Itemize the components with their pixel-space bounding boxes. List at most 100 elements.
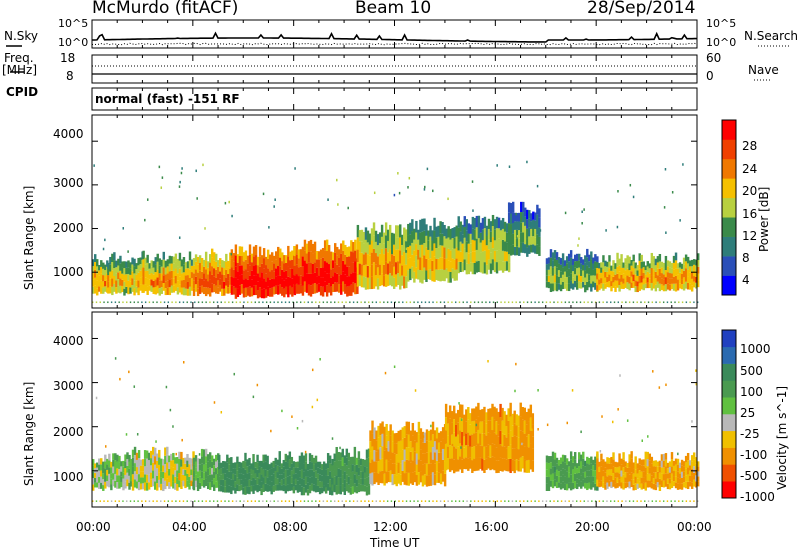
velocity-cell-3 — [218, 476, 221, 485]
velocity-floor — [296, 500, 298, 502]
power-cell-4 — [238, 246, 242, 257]
power-cell-11 — [642, 278, 645, 285]
power-cell-5 — [352, 242, 355, 253]
velocity-cell-4 — [367, 448, 371, 458]
velocity-cell-4 — [359, 478, 363, 485]
velocity-cell-5 — [413, 471, 417, 483]
velocity-cell-1 — [139, 465, 143, 472]
power-cell-11 — [600, 272, 603, 279]
power-cell-6 — [358, 263, 362, 275]
velocity-floor — [519, 500, 521, 502]
power-cell-11 — [636, 286, 639, 293]
velocity-cell-1 — [135, 481, 139, 489]
power-cell-6 — [362, 265, 366, 277]
velocity-cell-3 — [282, 466, 285, 473]
velocity-floor — [432, 500, 434, 502]
velocity-cell-6 — [513, 410, 516, 424]
power-cell-11 — [688, 260, 692, 267]
power-cell-11 — [616, 259, 619, 267]
power-cell-11 — [668, 261, 672, 268]
velocity-cell-8 — [624, 472, 627, 478]
power-cell-3 — [229, 276, 232, 285]
power-cell-3 — [229, 260, 232, 269]
velocity-cell-3 — [242, 460, 245, 468]
velocity-cell-0 — [96, 467, 99, 473]
velocity-cell-1 — [170, 460, 173, 467]
power-floor — [148, 301, 151, 304]
velocity-cell-1 — [192, 451, 195, 459]
power-cell-6 — [386, 240, 390, 253]
velocity-cell-6 — [511, 425, 514, 437]
velocity-cell-1 — [139, 477, 143, 484]
velocity-cell-3 — [258, 460, 261, 467]
power-cell-4 — [260, 289, 264, 299]
velocity-cell-0 — [124, 474, 127, 482]
velocity-cell-5 — [435, 427, 439, 439]
power-cell-7 — [441, 233, 444, 246]
velocity-cell-8 — [618, 453, 621, 460]
velocity-cell-0 — [126, 472, 129, 480]
power-cell-11 — [638, 268, 641, 276]
velocity-cell-0 — [126, 452, 129, 460]
power-cell-8 — [505, 232, 509, 243]
velocity-cell-6 — [465, 409, 468, 422]
velocity-cell-8 — [600, 480, 603, 487]
power-cell-3 — [227, 280, 230, 288]
velocity-cell-3 — [308, 469, 312, 478]
velocity-scatter — [647, 435, 649, 438]
velocity-cell-1 — [166, 454, 169, 463]
velocity-cell-8 — [626, 462, 629, 468]
power-scatter — [204, 227, 206, 230]
power-cell-6 — [403, 239, 406, 252]
velocity-cell-5 — [383, 473, 386, 486]
velocity-cell-8 — [608, 463, 611, 470]
power-cell-2 — [176, 266, 180, 274]
velocity-floor — [606, 500, 608, 502]
velocity-cell-5 — [373, 472, 376, 485]
power-colorbar-swatch-6 — [722, 158, 736, 179]
velocity-cell-8 — [682, 461, 686, 467]
velocity-cell-7 — [590, 483, 593, 490]
power-cell-5 — [336, 246, 339, 256]
velocity-cell-8 — [598, 461, 601, 467]
power-cell-2 — [148, 274, 151, 280]
power-cell-6 — [370, 276, 374, 290]
velocity-cell-1 — [172, 474, 175, 482]
velocity-cell-3 — [244, 478, 247, 487]
velocity-cell-5 — [423, 442, 427, 454]
power-cell-8 — [463, 226, 466, 238]
power-cell-8 — [469, 262, 473, 272]
velocity-cell-3 — [226, 462, 229, 470]
power-cell-11 — [666, 283, 670, 290]
velocity-floor — [315, 500, 317, 502]
velocity-floor — [235, 500, 238, 502]
power-cell-4 — [244, 269, 248, 279]
power-cell-11 — [680, 263, 684, 269]
velocity-floor — [625, 500, 627, 502]
velocity-cell-5 — [405, 447, 409, 460]
velocity-cell-3 — [266, 470, 269, 478]
power-cell-11 — [640, 261, 643, 269]
velocity-cell-8 — [620, 464, 623, 471]
velocity-cell-6 — [479, 421, 482, 434]
velocity-cell-1 — [160, 458, 163, 465]
power-cell-4 — [291, 268, 294, 279]
power-cell-2 — [156, 253, 159, 262]
velocity-cell-1 — [145, 474, 149, 483]
velocity-cell-6 — [523, 407, 526, 421]
velocity-cell-5 — [421, 453, 425, 465]
power-cell-4 — [291, 278, 294, 288]
power-floor — [299, 301, 302, 304]
velocity-cell-2 — [192, 457, 196, 465]
velocity-cell-7 — [596, 483, 599, 491]
power-scatter — [196, 197, 198, 200]
power-cell-8 — [469, 243, 473, 253]
power-cell-11 — [602, 269, 605, 277]
velocity-cell-6 — [503, 411, 506, 424]
power-cell-7 — [411, 254, 414, 267]
velocity-cell-8 — [622, 452, 625, 460]
power-scatter — [179, 180, 181, 184]
power-cell-8 — [469, 233, 473, 244]
velocity-cell-3 — [250, 468, 253, 475]
velocity-cell-4 — [361, 484, 365, 492]
